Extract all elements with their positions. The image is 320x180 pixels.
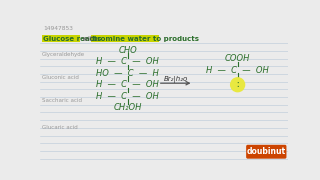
Text: Gluconic acid: Gluconic acid — [42, 75, 78, 80]
Circle shape — [231, 78, 244, 92]
Text: H  —  C  —  OH: H — C — OH — [206, 66, 269, 75]
Text: HO  —  C  —  H: HO — C — H — [96, 69, 159, 78]
Text: doubinut: doubinut — [247, 147, 286, 156]
Text: 14947853: 14947853 — [43, 26, 73, 31]
Text: Br₂|h₂o: Br₂|h₂o — [164, 76, 188, 83]
Text: H  —  C  —  OH: H — C — OH — [96, 57, 159, 66]
Text: with: with — [80, 35, 100, 42]
Text: Saccharic acid: Saccharic acid — [42, 98, 82, 103]
Text: CH₂OH: CH₂OH — [113, 103, 142, 112]
Text: bromine water to products: bromine water to products — [92, 35, 199, 42]
Text: ∶: ∶ — [236, 80, 239, 90]
Text: CHO: CHO — [118, 46, 137, 55]
Text: Glucose reacts: Glucose reacts — [43, 35, 101, 42]
Text: Glyceraldehyde: Glyceraldehyde — [42, 52, 85, 57]
Text: H  —  C  —  OH: H — C — OH — [96, 80, 159, 89]
FancyBboxPatch shape — [42, 35, 80, 42]
Text: :: : — [161, 35, 165, 42]
Text: H  —  C  —  OH: H — C — OH — [96, 92, 159, 101]
Text: Glucaric acid: Glucaric acid — [42, 125, 77, 130]
FancyBboxPatch shape — [246, 145, 286, 159]
Text: COOH: COOH — [225, 54, 250, 63]
FancyBboxPatch shape — [91, 35, 159, 42]
